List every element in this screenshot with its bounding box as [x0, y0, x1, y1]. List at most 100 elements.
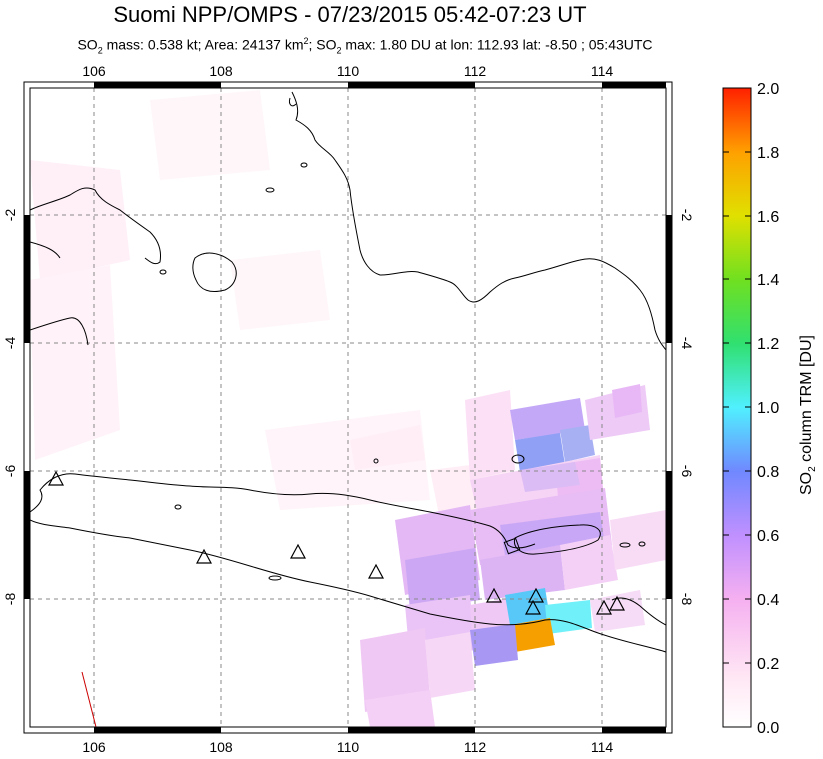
lon-label: 114 — [591, 739, 614, 755]
java-south-coast — [30, 519, 666, 653]
so2-cell — [425, 632, 475, 698]
colorbar-tick-label: 0.0 — [757, 720, 779, 737]
small-island — [265, 187, 275, 193]
small-island — [619, 542, 631, 548]
lon-label: 114 — [591, 63, 614, 79]
small-island — [300, 162, 308, 168]
kalimantan-coast — [291, 91, 666, 351]
so2-cell — [505, 588, 550, 625]
small-island — [373, 458, 379, 464]
so2-cell — [365, 690, 435, 727]
small-island — [159, 269, 167, 275]
colorbar-tick-label: 0.6 — [757, 528, 779, 545]
colorbar-tick-label: 0.4 — [757, 592, 779, 609]
so2-cell — [150, 90, 270, 180]
small-island — [503, 537, 521, 555]
so2-cell — [350, 425, 425, 470]
lat-label: -8 — [2, 593, 18, 606]
colorbar-title-sub: 2 — [807, 466, 819, 472]
colorbar-title-prefix: SO — [797, 471, 815, 495]
map-title: Suomi NPP/OMPS - 07/23/2015 05:42-07:23 … — [113, 2, 587, 27]
lat-label: -4 — [679, 337, 695, 350]
colorbar-tick-label: 2.0 — [757, 81, 779, 98]
lat-labels-left: -2 -4 -6 -8 — [2, 209, 18, 606]
triangle-icon — [527, 587, 545, 603]
colorbar-ticks — [723, 87, 751, 728]
subtitle-sub-2b: 2 — [336, 45, 342, 56]
so2-max-cell — [510, 618, 555, 652]
lon-label: 108 — [209, 63, 233, 79]
grid-lines — [30, 88, 666, 727]
lon-labels-bottom: 106 108 110 112 114 — [82, 739, 613, 755]
frame-bars — [24, 82, 672, 733]
lon-label: 106 — [82, 63, 106, 79]
bangka-island — [192, 252, 237, 293]
lat-label: -4 — [2, 337, 18, 350]
triangle-icon — [595, 599, 613, 615]
small-island — [174, 504, 182, 510]
so2-cell — [612, 384, 642, 418]
so2-cell — [360, 628, 430, 712]
lat-label: -8 — [679, 593, 695, 606]
lat-label: -6 — [2, 465, 18, 478]
so2-cell — [470, 624, 518, 666]
colorbar-tick-label: 1.4 — [757, 272, 779, 289]
lat-label: -2 — [2, 209, 18, 222]
so2-cell — [560, 425, 595, 462]
colorbar-tick-label: 1.2 — [757, 336, 779, 353]
triangle-icon — [608, 595, 626, 611]
colorbar-title-suffix: column TRM [DU] — [797, 335, 815, 467]
lon-label: 108 — [209, 739, 233, 755]
subtitle-so: SO — [77, 36, 98, 53]
small-island — [268, 575, 282, 581]
lon-label: 110 — [337, 63, 360, 79]
colorbar-tick-labels: 2.0 1.8 1.6 1.4 1.2 1.0 0.8 0.6 0.4 0.2 … — [757, 81, 779, 737]
so2-cell — [480, 545, 565, 600]
triangle-icon — [367, 563, 385, 579]
so2-cell — [465, 390, 515, 480]
so2-cell — [230, 250, 330, 330]
madura-island — [513, 524, 601, 555]
lat-label: -2 — [679, 209, 695, 222]
small-island — [511, 454, 525, 464]
coastlines — [30, 91, 666, 653]
colorbar-tick-label: 1.0 — [757, 400, 779, 417]
so2-cell — [30, 265, 120, 460]
colorbar-tick-label: 1.6 — [757, 209, 779, 226]
colorbar-title: SO2 column TRM [DU] — [798, 335, 818, 495]
so2-cell — [30, 160, 130, 280]
lat-label: -6 — [679, 465, 695, 478]
triangle-icon — [195, 548, 213, 564]
sumatra-coast — [30, 241, 61, 259]
triangle-icon — [524, 599, 542, 615]
so2-cell — [405, 548, 480, 610]
subtitle-sub-2: 2 — [97, 45, 103, 56]
small-island — [638, 541, 646, 547]
colorbar-tick-label: 1.8 — [757, 145, 779, 162]
subtitle-max-text: max: 1.80 DU at lon: 112.93 lat: -8.50 ;… — [341, 36, 653, 53]
lon-label: 112 — [464, 63, 487, 79]
orbit-line — [81, 671, 97, 728]
volcano-markers — [47, 470, 626, 615]
colorbar-tick-label: 0.8 — [757, 464, 779, 481]
bali-coast — [611, 597, 666, 626]
so2-cell — [610, 510, 666, 570]
kalimantan-coast — [289, 97, 297, 107]
lon-label: 106 — [82, 739, 106, 755]
subtitle-max-prefix: ; SO — [308, 36, 337, 53]
map-subtitle: SO2 mass: 0.538 kt; Area: 24137 km2; SO2… — [0, 36, 730, 55]
sumatra-coast — [30, 317, 89, 346]
so2-cell — [515, 433, 565, 472]
triangle-icon — [289, 543, 307, 559]
triangle-icon — [485, 587, 503, 603]
lon-label: 110 — [337, 739, 360, 755]
so2-cell — [470, 598, 515, 632]
subtitle-mass-area: mass: 0.538 kt; Area: 24137 km — [102, 36, 304, 53]
lon-label: 112 — [464, 739, 487, 755]
triangle-icon — [47, 470, 65, 486]
sumatra-coast — [30, 187, 161, 265]
so2-cell — [545, 600, 592, 634]
subtitle-area-sup: 2 — [303, 36, 309, 46]
so2-cell — [520, 462, 580, 492]
